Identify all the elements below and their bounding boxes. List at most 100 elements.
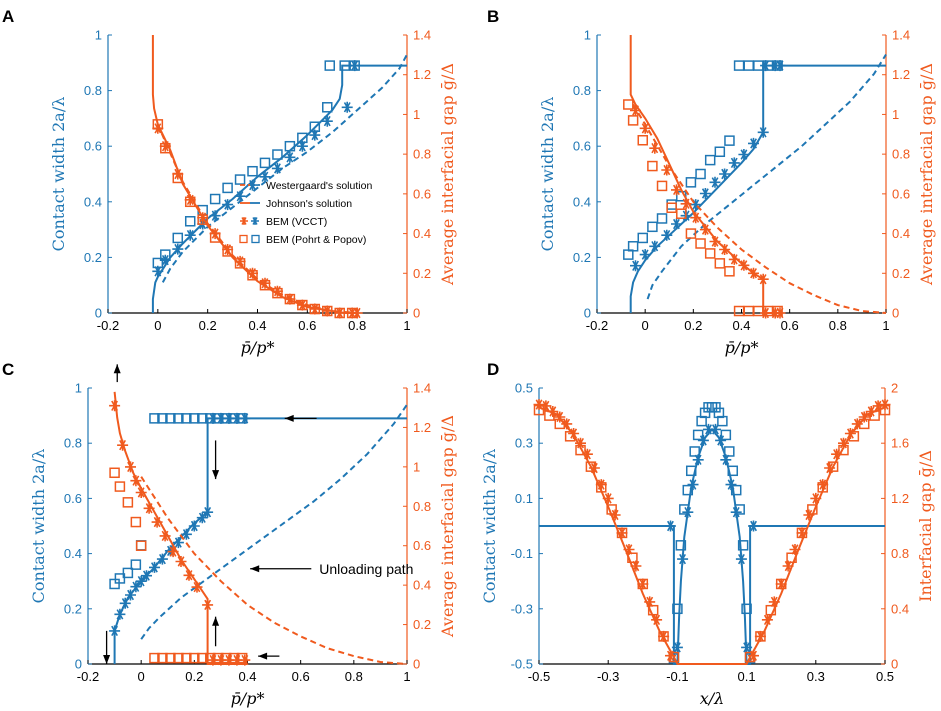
data-point-asterisk (234, 190, 246, 202)
data-point-square (152, 257, 164, 269)
y-right-tick-label: 0.4 (891, 601, 909, 616)
data-point-asterisk (215, 412, 227, 424)
y-right-tick-label: 1 (413, 107, 420, 122)
data-point-square (737, 540, 749, 551)
data-point-asterisk (130, 475, 142, 487)
data-point-square (695, 168, 706, 180)
data-point-square (704, 154, 716, 166)
data-point-asterisk (677, 553, 689, 565)
series-line (646, 53, 887, 300)
y-right-tick-label: 1.2 (891, 491, 909, 506)
data-point-square (109, 467, 120, 479)
x-tick-label: 0.8 (829, 318, 847, 333)
data-point-square (585, 461, 597, 472)
data-point-asterisk (172, 243, 184, 255)
data-point-square (627, 115, 639, 126)
data-point-square (658, 631, 669, 642)
data-point-square (109, 578, 120, 590)
panel-label: C (2, 360, 14, 379)
data-point-square (284, 140, 296, 152)
y-left-axis-label: Contact width 2a/λ (538, 97, 557, 252)
data-point-asterisk (774, 307, 786, 319)
data-point-asterisk (760, 60, 772, 72)
data-point-square (213, 413, 224, 424)
data-point-asterisk (196, 512, 208, 524)
data-point-square (879, 404, 891, 416)
data-point-square (135, 540, 147, 551)
data-point-square (564, 431, 576, 442)
data-point-square (695, 238, 706, 249)
data-point-asterisk (554, 411, 566, 423)
data-point-asterisk (757, 273, 769, 285)
data-point-square (753, 305, 764, 317)
data-point-square (189, 413, 200, 424)
data-point-asterisk (284, 293, 296, 305)
data-point-asterisk (710, 423, 721, 435)
data-point-asterisk (682, 506, 694, 518)
x-tick-label: 1 (882, 318, 889, 333)
y-right-tick-label: 1 (892, 107, 899, 122)
data-point-asterisk (738, 259, 750, 271)
y-right-tick-label: 1.2 (892, 67, 910, 82)
data-point-square (334, 307, 345, 319)
y-left-axis-label: Contact width 2a/λ (29, 449, 48, 604)
data-point-asterisk (872, 400, 884, 412)
data-point-square (165, 413, 176, 424)
data-point-square (160, 249, 171, 260)
data-point-asterisk (651, 614, 663, 626)
data-point-square (720, 429, 732, 441)
y-left-tick-label: 1 (95, 28, 102, 43)
data-point-square (114, 481, 126, 492)
data-point-asterisk (296, 140, 308, 152)
data-point-asterisk (671, 218, 682, 230)
x-tick-label: 0.6 (781, 318, 799, 333)
data-point-asterisk (568, 428, 580, 439)
data-point-asterisk (665, 650, 676, 662)
data-point-square (220, 652, 232, 664)
y-right-tick-label: 0.8 (413, 499, 431, 514)
data-point-square (172, 172, 184, 184)
panel-B: B-0.2 0 0.2 0.4 0.6 0.8 100.20.40.60.8100.20.4… (487, 7, 936, 357)
data-point-asterisk (321, 305, 333, 317)
y-left-tick-label: 0.2 (64, 601, 82, 616)
x-tick-label: 0.6 (292, 669, 310, 684)
y-right-tick-label: 2 (891, 381, 898, 396)
data-point-asterisk (719, 244, 731, 255)
data-point-asterisk (309, 303, 321, 315)
data-point-square (623, 99, 634, 110)
data-point-asterisk (259, 171, 271, 183)
data-point-square (675, 540, 687, 551)
data-point-asterisk (719, 168, 731, 180)
y-left-tick-label: 0.4 (64, 546, 82, 561)
data-point-square (149, 652, 160, 664)
panel-label: A (2, 7, 14, 26)
data-point-asterisk (172, 537, 184, 549)
data-point-asterisk (284, 151, 296, 163)
data-point-asterisk (748, 267, 759, 279)
data-point-square (616, 527, 628, 539)
data-point-asterisk (748, 137, 759, 149)
data-point-square (209, 232, 221, 243)
data-point-asterisk (858, 411, 870, 423)
x-axis-label: p̄/p* (241, 338, 275, 357)
x-tick-label: -0.5 (528, 669, 550, 684)
x-tick-label: 0.4 (238, 669, 256, 684)
data-point-square (228, 413, 240, 424)
data-point-square (714, 146, 726, 158)
y-left-tick-label: -0.5 (511, 657, 533, 672)
data-point-square (733, 60, 745, 71)
data-point-asterisk (810, 492, 822, 504)
y-left-tick-label: 0.2 (84, 250, 102, 265)
annotation-arrow-head (250, 565, 260, 573)
data-point-square (689, 446, 700, 457)
data-point-asterisk (838, 437, 849, 449)
data-point-asterisk (728, 253, 740, 265)
data-point-square (858, 418, 870, 430)
data-point-square (838, 444, 849, 456)
y-left-tick-label: 0.6 (84, 139, 102, 154)
data-point-asterisk (602, 492, 614, 504)
data-point-square (220, 413, 232, 424)
data-point-asterisk (623, 544, 635, 555)
data-point-square (152, 119, 164, 130)
data-point-square (743, 305, 754, 317)
